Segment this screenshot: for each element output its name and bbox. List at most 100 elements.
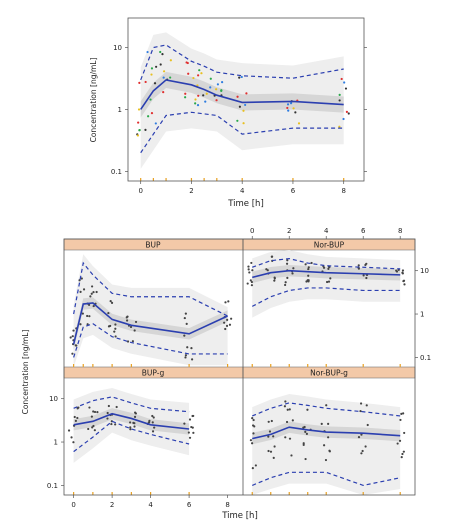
panel1-observation-point [186,346,189,349]
top-lines [140,44,344,154]
bottom-x-tick-label: 8 [225,501,229,509]
panel1-observation-point [109,300,112,303]
panel4-observation-point [324,458,328,462]
panel2-observation-point [402,279,405,283]
panel2-observation-point [325,280,329,284]
panel4-observation-point [306,408,309,411]
panel3-observation-point [152,416,155,419]
top-observation-point [162,91,165,94]
panel3-observation-point [77,406,80,409]
top-y-tick-label: 0.1 [111,168,122,176]
panel-lines [72,261,228,358]
panel3-lower-pi-line [73,420,190,453]
panel3-observation-point [91,426,94,429]
top-observation-point [138,128,141,132]
panel1-observation-point [131,340,134,343]
panel1-observation-point [190,347,193,350]
top-observation-point [202,94,205,97]
panel1-observation-point [126,315,129,318]
panel-nor-bup-g [249,394,406,495]
panel1-observation-point [129,325,133,329]
panel1-lower-pi-line [73,322,228,358]
panel3-observation-point [87,427,90,431]
panel4-observation-point [283,405,287,408]
top-observation-point [194,102,197,105]
panel4-observation-point [267,420,270,423]
top-observation-point [150,67,154,70]
panel2-lower-pi-line [251,287,401,307]
panel2-observation-point [322,266,326,269]
panel2-observation-point [273,279,276,282]
strip-nor-bup-g-label: Nor-BUP-g [310,369,348,378]
panel3-observation-point [190,425,193,429]
panel1-observation-point [227,300,230,303]
panel4-observation-point [284,436,287,439]
panel2-observation-point [362,274,365,277]
panel3-observation-point [70,436,73,439]
panel-observations [249,400,406,470]
panel2-observation-point [306,279,309,282]
lattice-right-y-tick-label: 1 [420,311,424,319]
top-observation-point [144,80,147,84]
top-observation-point [297,122,301,125]
top-plot-frame [127,17,365,182]
top-observation-point [221,81,224,84]
panel1-observation-point [228,323,232,326]
panel1-observation-point [184,356,187,359]
panel-rug [251,364,401,367]
panel2-observation-point [250,284,254,287]
panel1-observation-point [133,329,136,332]
panel4-observation-point [253,425,256,428]
panel1-observation-point [184,312,187,315]
top-observation-point [196,104,200,107]
panel4-observation-point [284,400,287,403]
panel2-observation-point [284,283,287,287]
panel4-observation-point [272,435,275,438]
bottom-axis-ticks: 0 2 4 6 8 0 2 4 6 8 0.1 1 10 0.1 1 10 [47,227,431,509]
panel4-observation-point [290,454,293,457]
panel2-observation-point [401,269,405,272]
top-observation-point [194,98,197,101]
panel1-observation-point [82,288,86,291]
panel2-observation-point [327,280,331,283]
panel-bands [252,394,401,495]
panel1-observation-point [113,330,116,333]
panel2-observation-point [307,267,310,271]
bottom-x-tick-label: 6 [187,501,192,509]
panel4-observation-point [249,439,253,442]
top-median-line [140,79,344,110]
panel3-upper-pi-line [73,396,190,413]
panel4-observation-point [366,423,369,427]
panel1-observation-point [80,277,83,280]
top-observation-point [287,109,290,112]
panel1-observation-point [114,327,117,330]
panel1-observation-point [114,335,117,338]
panel4-observation-point [403,431,406,435]
top-observation-point [215,99,218,102]
panel-rug [73,364,229,367]
panel1-median-line [72,302,228,345]
top-observation-point [238,76,241,79]
top-observation-point [286,103,290,106]
panel-bands [73,388,190,463]
top-observation-point [185,61,188,64]
panel3-observation-point [134,411,137,414]
panel4-observation-point [325,404,328,407]
panel2-median-line [252,269,401,279]
top-x-tick-label: 6 [291,187,296,195]
panel4-observation-point [320,422,323,425]
panel2-observation-point [270,255,274,258]
panel4-observation-point [398,439,402,442]
top-observation-point [146,50,149,54]
panel2-observation-point [327,267,330,271]
panel2-upper-pi-line [252,257,401,270]
top-x-tick-label: 2 [189,187,193,195]
panel4-observation-point [365,404,368,407]
panel4-observation-point [250,442,254,445]
panel1-observation-point [114,323,117,326]
panel3-median-line [73,412,190,430]
lattice-top-x-tick-label: 8 [398,227,402,235]
panel1-observation-point [110,301,114,305]
panel3-observation-point [153,426,156,429]
top-observation-point [342,117,345,121]
